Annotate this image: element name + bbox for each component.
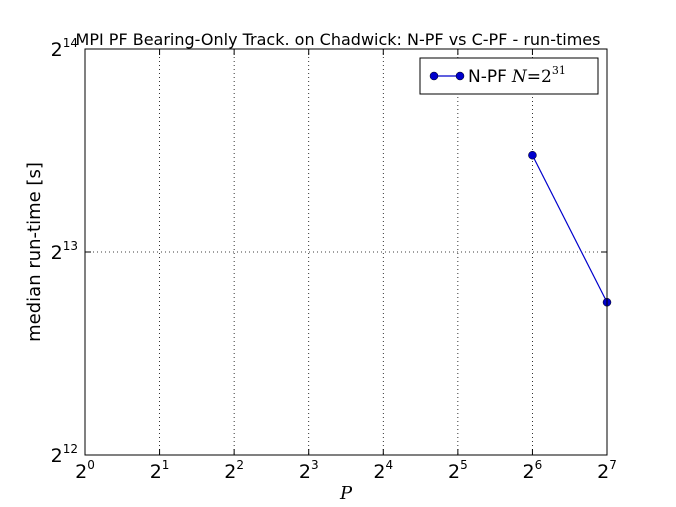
x-tick-base-2: 2 (224, 461, 236, 483)
x-tick-base-3: 2 (299, 461, 311, 483)
grid (85, 49, 607, 455)
x-axis-label: P (339, 483, 353, 504)
legend-math-var: N (511, 67, 528, 87)
x-tick-exp-0: 0 (87, 458, 95, 472)
legend-math-exp: 31 (552, 64, 566, 77)
x-tick-label-5: 25 (448, 458, 468, 483)
x-tick-exp-2: 2 (236, 458, 244, 472)
legend-math-base: 2 (541, 67, 552, 87)
x-tick-base-6: 2 (523, 461, 535, 483)
x-tick-label-4: 24 (373, 458, 393, 483)
x-tick-exp-1: 1 (162, 458, 170, 472)
y-tick-exp-2: 14 (63, 36, 78, 50)
series-layer (528, 150, 612, 307)
x-tick-labels: 20 21 22 23 24 25 26 27 (75, 458, 617, 483)
x-tick-exp-5: 5 (460, 458, 468, 472)
y-tick-base-0: 2 (51, 445, 63, 467)
x-tick-base-5: 2 (448, 461, 460, 483)
legend-series-name: N-PF (468, 67, 507, 87)
y-tick-base-2: 2 (51, 39, 63, 61)
x-tick-label-7: 27 (597, 458, 617, 483)
x-tick-label-0: 20 (75, 458, 95, 483)
x-tick-base-7: 2 (597, 461, 609, 483)
y-tick-label-1: 213 (51, 239, 78, 264)
x-tick-exp-7: 7 (609, 458, 617, 472)
x-tick-label-2: 22 (224, 458, 244, 483)
legend-marker-right (455, 71, 465, 81)
y-tick-label-0: 212 (51, 442, 78, 467)
x-tick-exp-6: 6 (535, 458, 543, 472)
x-tick-label-3: 23 (299, 458, 319, 483)
x-tick-exp-3: 3 (311, 458, 319, 472)
chart-title: MPI PF Bearing-Only Track. on Chadwick: … (76, 30, 601, 49)
legend: N-PF N=231 (419, 57, 599, 95)
x-tick-base-1: 2 (150, 461, 162, 483)
series-0-point-0 (528, 150, 537, 160)
y-axis-label: median run-time [s] (24, 162, 45, 342)
y-tick-exp-0: 12 (63, 442, 78, 456)
y-tick-base-1: 2 (51, 242, 63, 264)
x-tick-base-4: 2 (373, 461, 385, 483)
x-tick-exp-4: 4 (386, 458, 394, 472)
y-tick-label-2: 214 (51, 36, 78, 61)
x-tick-base-0: 2 (75, 461, 87, 483)
legend-label: N-PF N=231 (468, 64, 566, 87)
y-tick-exp-1: 13 (63, 239, 78, 253)
series-line-0 (531, 154, 608, 303)
legend-marker-left (429, 71, 439, 81)
axis-ticks (84, 48, 608, 456)
legend-math-op: = (527, 67, 541, 87)
x-tick-label-6: 26 (523, 458, 543, 483)
x-tick-label-1: 21 (150, 458, 170, 483)
